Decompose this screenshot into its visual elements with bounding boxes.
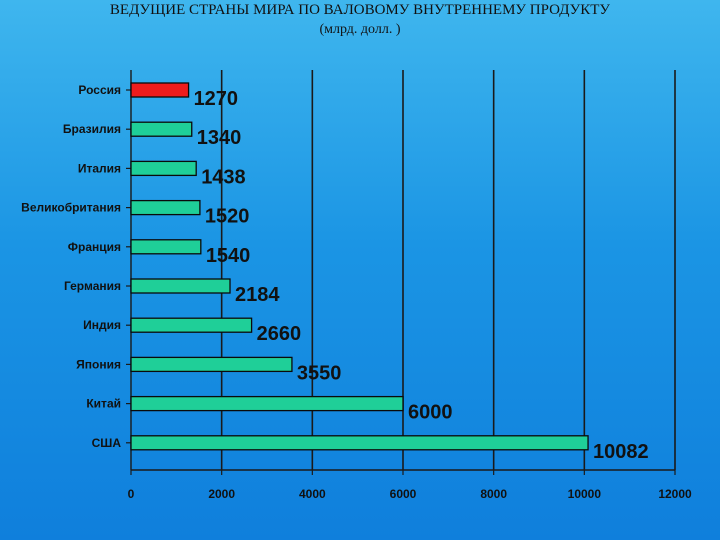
- bar: [130, 121, 193, 137]
- category-label: Бразилия: [63, 122, 121, 136]
- category-label: Индия: [83, 318, 121, 332]
- value-label: 6000: [408, 402, 453, 424]
- x-tick-label: 0: [128, 487, 135, 501]
- x-tick-label: 2000: [208, 487, 235, 501]
- value-label: 3550: [297, 362, 342, 384]
- chart-title: ВЕДУЩИЕ СТРАНЫ МИРА ПО ВАЛОВОМУ ВНУТРЕНН…: [109, 2, 611, 18]
- bar: [130, 435, 589, 451]
- value-label: 1340: [197, 127, 242, 149]
- bar: [130, 395, 404, 412]
- x-tick-label: 6000: [390, 487, 417, 501]
- x-tick-label: 4000: [299, 487, 326, 501]
- bar: [130, 160, 197, 177]
- x-tick-label: 12000: [658, 487, 692, 501]
- bar: [130, 278, 231, 294]
- bar: [130, 199, 201, 216]
- bar: [130, 356, 293, 373]
- category-label: Франция: [68, 240, 121, 254]
- value-label: 2184: [235, 284, 280, 306]
- value-label: 1438: [201, 166, 246, 188]
- bars: [130, 82, 589, 451]
- value-label: 2660: [257, 323, 302, 345]
- category-label: Китай: [86, 397, 121, 411]
- bar: [130, 82, 190, 98]
- category-label: США: [92, 436, 122, 450]
- x-tick-label: 10000: [568, 487, 602, 501]
- value-label: 1520: [205, 206, 250, 228]
- labels: 0 2000 4000 6000 8000 10000 12000 Россия 1270 Бра…: [21, 83, 692, 501]
- chart-subtitle: (млрд. долл. ): [319, 22, 401, 37]
- value-label: 1540: [206, 245, 251, 267]
- value-label: 1270: [194, 88, 239, 110]
- category-label: Германия: [64, 279, 121, 293]
- category-label: Россия: [78, 83, 121, 97]
- category-label: Италия: [78, 161, 121, 175]
- category-label: Великобритания: [21, 201, 121, 215]
- bar: [130, 239, 202, 255]
- bar: [130, 317, 253, 333]
- value-label: 10082: [593, 441, 649, 463]
- category-label: Япония: [76, 357, 121, 371]
- x-tick-label: 8000: [480, 487, 507, 501]
